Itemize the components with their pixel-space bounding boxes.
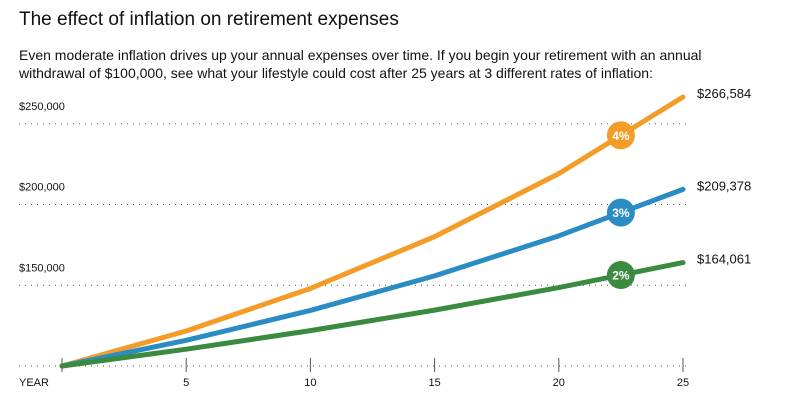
x-axis-label: YEAR — [19, 377, 49, 389]
end-label-layer: $266,584 $209,378 $164,061 — [697, 86, 751, 267]
chart-title: The effect of inflation on retirement ex… — [19, 9, 399, 30]
series-end-label: $266,584 — [697, 86, 751, 101]
x-tick-label: 20 — [553, 377, 565, 389]
y-tick-label: $200,000 — [19, 182, 65, 194]
y-tick-label: $150,000 — [19, 262, 65, 274]
series-end-label: $164,061 — [697, 252, 751, 267]
series-badge — [606, 198, 635, 227]
series-line — [59, 94, 686, 369]
y-tick-label: $250,000 — [19, 101, 65, 113]
x-tick-label: 5 — [183, 377, 189, 389]
series-badge-label: 2% — [612, 269, 630, 283]
chart-subtitle: Even moderate inflation drives up your a… — [19, 47, 702, 81]
series-badge-label: 4% — [612, 129, 630, 143]
series-badge-label: 3% — [612, 206, 630, 220]
series-line — [59, 186, 686, 369]
series-line — [59, 260, 686, 369]
line-layer — [59, 94, 686, 369]
series-end-label: $209,378 — [697, 178, 751, 193]
series-badge — [606, 261, 635, 290]
x-tick-label: 10 — [304, 377, 316, 389]
x-tick-label: 25 — [677, 377, 689, 389]
badge-layer: 4% 3% 2% — [606, 121, 635, 290]
grid-layer — [19, 123, 690, 372]
x-tick-label: 15 — [428, 377, 440, 389]
series-badge — [606, 121, 635, 150]
axis-layer: YEAR $150,000 $200,000 $250,000 5 10 15 20 25 — [19, 101, 689, 389]
